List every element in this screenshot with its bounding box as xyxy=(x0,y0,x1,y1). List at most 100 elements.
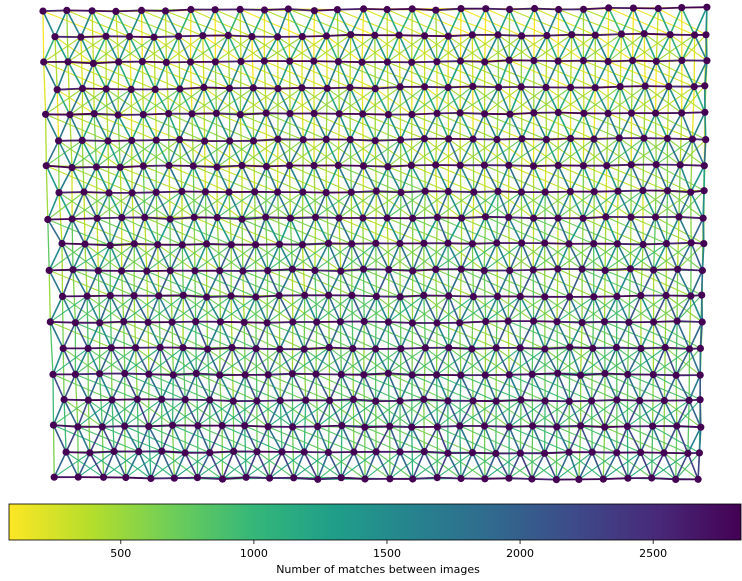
graph-edge xyxy=(196,372,220,376)
graph-edge xyxy=(484,374,497,402)
graph-edge xyxy=(315,347,330,375)
graph-node xyxy=(74,473,82,481)
graph-edge xyxy=(302,35,327,38)
graph-edge xyxy=(196,452,211,478)
graph-node xyxy=(348,291,356,299)
graph-edge xyxy=(266,270,280,296)
graph-edge xyxy=(148,373,174,376)
graph-node xyxy=(88,7,96,15)
graph-node xyxy=(663,134,672,143)
graph-edge xyxy=(341,425,355,453)
graph-node xyxy=(334,58,342,66)
graph-edge xyxy=(658,6,682,10)
graph-edge xyxy=(533,8,548,36)
graph-edge xyxy=(130,114,145,141)
graph-edge xyxy=(340,451,355,479)
graph-edge xyxy=(411,87,449,115)
graph-edge xyxy=(681,34,707,61)
graph-edge xyxy=(232,425,246,452)
graph-edge xyxy=(120,243,136,272)
graph-edge xyxy=(206,297,209,350)
graph-edge xyxy=(266,243,281,271)
graph-edge xyxy=(663,452,677,480)
graph-node xyxy=(457,371,465,379)
graph-edge xyxy=(410,399,425,428)
graph-node xyxy=(359,162,368,170)
graph-node xyxy=(135,448,143,456)
graph-edge xyxy=(329,398,354,402)
graph-node xyxy=(516,344,524,352)
graph-edge xyxy=(230,244,244,272)
graph-node xyxy=(333,6,341,14)
graph-node xyxy=(482,317,490,326)
graph-edge xyxy=(676,400,690,427)
graph-node xyxy=(433,213,441,221)
graph-edge xyxy=(411,347,427,376)
colorbar-gradient xyxy=(8,503,742,541)
graph-edge xyxy=(627,452,642,479)
graph-edge xyxy=(520,217,535,244)
graph-node xyxy=(481,475,489,483)
graph-node xyxy=(603,162,611,170)
graph-edge xyxy=(644,60,658,87)
graph-edge xyxy=(159,347,163,400)
graph-edge xyxy=(142,139,158,167)
graph-node xyxy=(494,31,502,39)
graph-edge xyxy=(290,192,327,219)
graph-edge xyxy=(121,192,133,218)
graph-edge xyxy=(195,321,197,374)
graph-edge xyxy=(617,243,654,271)
graph-edge xyxy=(508,347,521,376)
graph-edge xyxy=(654,216,668,244)
graph-edge xyxy=(178,34,203,38)
graph-edge xyxy=(690,270,704,297)
graph-edge xyxy=(643,86,646,139)
graph-edge xyxy=(302,191,327,194)
graph-edge xyxy=(677,320,703,323)
graph-edge xyxy=(58,192,63,244)
graph-edge xyxy=(485,8,548,37)
graph-edge xyxy=(128,36,144,62)
graph-node xyxy=(432,265,440,273)
graph-edge xyxy=(313,113,328,140)
graph-edge xyxy=(325,139,340,166)
graph-edge xyxy=(120,165,144,169)
graph-edge xyxy=(569,346,582,376)
graph-node xyxy=(648,474,656,482)
graph-edge xyxy=(231,321,245,348)
graph-edge xyxy=(80,35,107,38)
graph-edge xyxy=(363,139,401,167)
graph-edge xyxy=(651,425,665,454)
graph-edge xyxy=(640,321,655,349)
graph-edge xyxy=(52,399,65,426)
graph-node xyxy=(663,187,672,195)
graph-edge xyxy=(630,190,644,218)
graph-edge xyxy=(666,112,683,139)
graph-edge xyxy=(195,373,211,401)
graph-edge xyxy=(182,294,197,322)
graph-node xyxy=(360,5,368,13)
graph-node xyxy=(494,187,502,195)
graph-edge xyxy=(97,245,111,272)
graph-edge xyxy=(228,114,242,142)
graph-edge xyxy=(471,452,486,480)
graph-edge xyxy=(582,320,605,324)
graph-edge xyxy=(83,191,110,194)
graph-edge xyxy=(412,322,473,350)
graph-edge xyxy=(437,425,460,428)
graph-edge xyxy=(339,321,354,349)
graph-node xyxy=(324,448,332,456)
graph-edge xyxy=(459,320,486,324)
graph-node xyxy=(179,291,187,299)
graph-edge xyxy=(325,192,340,219)
graph-edge xyxy=(410,138,426,166)
graph-edge xyxy=(580,372,606,377)
graph-node xyxy=(145,422,153,430)
graph-edge xyxy=(411,35,449,63)
graph-edge xyxy=(253,87,279,90)
graph-edge xyxy=(349,61,363,88)
graph-node xyxy=(493,135,501,144)
graph-edge xyxy=(276,8,290,38)
graph-edge xyxy=(387,347,426,374)
graph-edge xyxy=(303,294,318,323)
